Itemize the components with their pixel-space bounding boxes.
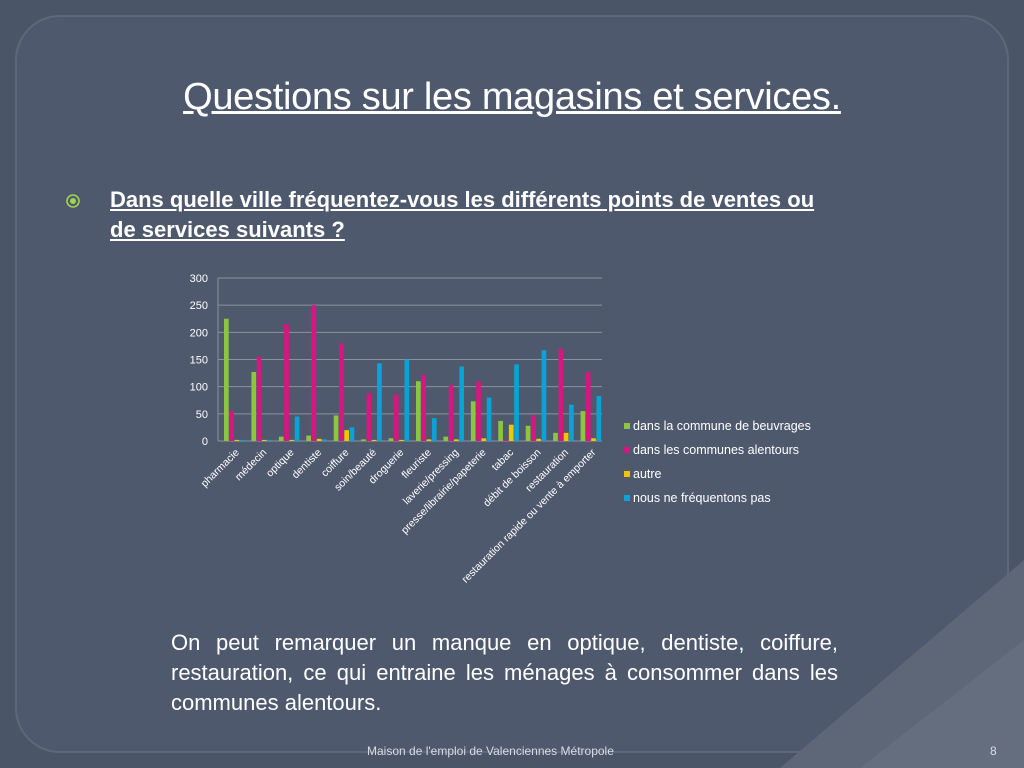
bar <box>591 438 596 441</box>
legend-swatch <box>624 495 630 501</box>
bar <box>256 356 262 441</box>
bar <box>558 348 564 441</box>
slide-title: Questions sur les magasins et services. <box>183 76 841 118</box>
legend-label: nous ne fréquentons pas <box>633 491 771 505</box>
y-tick-label: 250 <box>190 300 208 312</box>
bar <box>421 374 426 441</box>
legend-label: dans la commune de beuvrages <box>633 419 811 433</box>
bar <box>486 397 492 441</box>
bar <box>508 424 514 441</box>
bar <box>306 435 311 441</box>
bar <box>404 359 410 441</box>
bar <box>498 420 503 441</box>
bar <box>536 438 542 441</box>
x-tick-label: pharmacie <box>199 447 242 490</box>
legend-label: dans les communes alentours <box>633 443 799 457</box>
bar <box>596 395 602 441</box>
bar <box>585 371 591 441</box>
bar <box>333 415 339 441</box>
bar <box>224 318 229 441</box>
x-tick-label: dentiste <box>290 447 325 482</box>
bar <box>399 439 404 441</box>
bar <box>541 350 547 441</box>
bar <box>322 439 327 441</box>
legend-swatch <box>624 423 630 429</box>
bar <box>267 439 273 441</box>
conclusion-text: On peut remarquer un manque en optique, … <box>171 630 838 715</box>
bar <box>251 371 257 441</box>
bar <box>344 430 350 441</box>
bar <box>388 438 394 441</box>
bar <box>371 439 377 441</box>
bar <box>229 411 234 441</box>
bar <box>514 364 519 441</box>
bar <box>580 411 586 441</box>
bar <box>443 436 449 441</box>
bar <box>431 418 437 441</box>
bar <box>339 343 344 441</box>
bar <box>289 439 295 441</box>
bar <box>481 438 487 441</box>
bar <box>393 394 399 441</box>
bar <box>503 439 509 441</box>
legend-swatch <box>624 471 630 477</box>
legend-swatch <box>624 447 630 453</box>
y-tick-label: 150 <box>190 355 208 367</box>
bar <box>470 401 476 441</box>
bar <box>476 381 481 441</box>
bar <box>459 366 465 441</box>
target-bullet-icon <box>66 194 80 208</box>
bar <box>454 439 459 441</box>
y-tick-label: 200 <box>190 327 208 339</box>
bar <box>569 404 574 441</box>
y-tick-label: 300 <box>190 273 208 285</box>
y-tick-label: 50 <box>196 409 208 421</box>
bar <box>377 363 382 441</box>
bar <box>316 438 322 441</box>
bar <box>361 439 366 441</box>
footer-text: Maison de l'emploi de Valenciennes Métro… <box>367 744 614 758</box>
y-tick-label: 0 <box>202 436 208 448</box>
survey-question: Dans quelle ville fréquentez-vous les di… <box>110 187 815 242</box>
bar <box>553 432 558 441</box>
page-number: 8 <box>990 744 997 758</box>
bar <box>294 416 300 441</box>
y-tick-label: 100 <box>190 382 208 394</box>
bar <box>349 427 355 441</box>
bar <box>448 385 454 441</box>
legend-label: autre <box>633 467 662 481</box>
bar <box>239 439 245 441</box>
bar <box>416 381 421 441</box>
bar <box>531 415 536 441</box>
bar <box>525 425 531 441</box>
bar <box>284 324 289 441</box>
bar <box>366 393 372 441</box>
bar <box>262 439 267 441</box>
bar <box>563 432 569 441</box>
bar <box>278 436 284 441</box>
bar <box>234 439 240 441</box>
bar <box>426 439 432 441</box>
bar <box>311 305 317 441</box>
